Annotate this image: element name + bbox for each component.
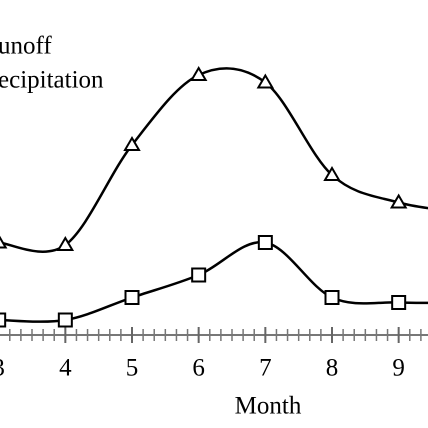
square-marker <box>57 312 73 328</box>
square-marker <box>324 290 340 305</box>
series-line <box>0 241 428 323</box>
series-line <box>0 67 428 253</box>
legend-label: unoff <box>0 33 52 60</box>
x-tick-label: 7 <box>259 355 272 382</box>
triangle-marker <box>323 166 341 181</box>
triangle-marker <box>389 193 408 209</box>
square-marker <box>391 295 407 310</box>
x-tick-label: 3 <box>0 355 5 382</box>
x-tick-label: 6 <box>192 355 205 382</box>
x-tick-label: 9 <box>392 355 405 382</box>
triangle-marker <box>123 136 141 151</box>
legend-label: ecipitation <box>0 67 104 94</box>
square-marker <box>191 267 207 283</box>
triangle-marker <box>0 235 8 249</box>
x-axis-label: Month <box>235 393 302 420</box>
triangle-marker <box>189 66 208 81</box>
square-marker <box>0 312 7 328</box>
x-tick-label: 5 <box>126 355 139 382</box>
x-tick-label: 4 <box>59 355 72 382</box>
square-marker <box>257 235 273 250</box>
square-marker <box>124 290 140 305</box>
triangle-marker <box>256 73 275 89</box>
triangle-marker <box>56 236 75 251</box>
x-tick-label: 8 <box>326 355 339 382</box>
